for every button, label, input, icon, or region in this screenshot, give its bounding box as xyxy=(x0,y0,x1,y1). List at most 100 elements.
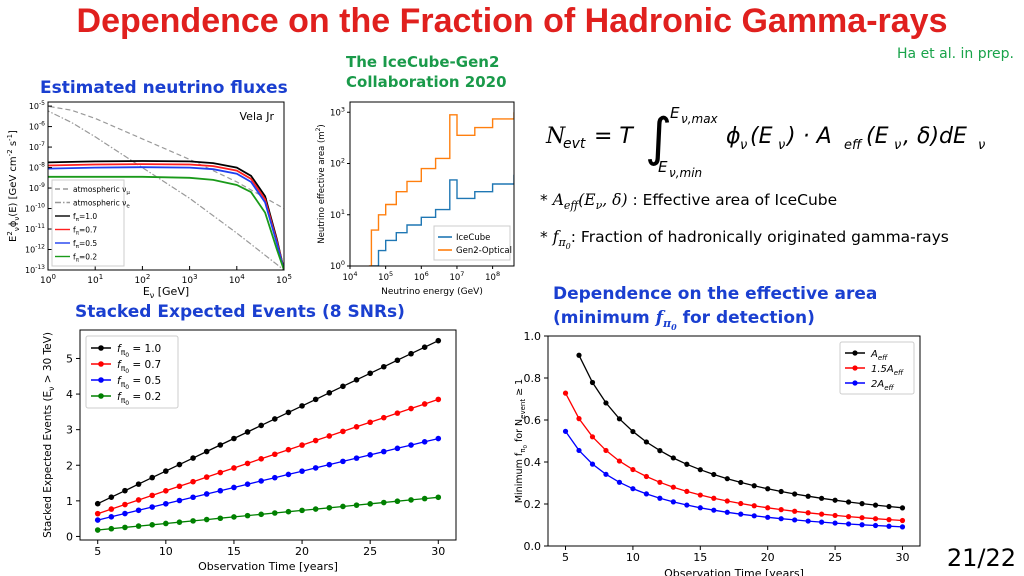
x-tick-label: 10 xyxy=(626,551,640,564)
area-heading-line-2: (minimum fπ0 for detection) xyxy=(553,308,815,333)
data-point xyxy=(122,510,128,517)
x-tick-label: 20 xyxy=(761,551,775,564)
legend-label: atmospheric νμ xyxy=(73,185,130,196)
eq-phi-sub: ν xyxy=(740,138,747,153)
chart-title: Vela Jr xyxy=(240,110,275,123)
x-tick-label: 103 xyxy=(182,273,198,286)
data-point xyxy=(684,502,690,508)
data-point xyxy=(765,514,771,520)
data-point xyxy=(859,501,865,507)
eq-arg2-sub: ν xyxy=(894,138,901,153)
data-point xyxy=(367,501,373,507)
data-point xyxy=(163,500,169,507)
data-point xyxy=(886,523,892,529)
collaboration-label: The IceCube-Gen2 Collaboration 2020 xyxy=(346,52,507,92)
lower-limit: E xyxy=(658,158,668,176)
eq-arg2-close: , δ)dE xyxy=(903,124,967,149)
data-point xyxy=(285,508,292,515)
data-point xyxy=(724,476,730,482)
data-point xyxy=(899,524,906,530)
legend-marker xyxy=(98,361,104,367)
collab-line-1: The IceCube-Gen2 xyxy=(346,53,500,71)
min-f-series-line xyxy=(564,430,903,528)
data-point xyxy=(562,390,569,396)
data-point xyxy=(738,479,744,486)
data-point xyxy=(724,498,730,504)
data-point xyxy=(190,455,196,461)
data-point xyxy=(353,377,360,383)
data-point xyxy=(421,439,428,445)
data-point xyxy=(421,401,428,407)
legend-label: fπ0 = 0.2 xyxy=(117,391,161,407)
credit-text: Ha et al. in prep. xyxy=(897,46,1014,62)
data-point xyxy=(244,429,251,435)
events-series-line xyxy=(97,496,439,531)
data-point xyxy=(380,363,387,370)
area-series-line xyxy=(370,174,514,266)
eq-arg1: (E xyxy=(750,124,773,149)
data-point xyxy=(217,469,224,476)
x-tick-label: 102 xyxy=(134,273,150,286)
data-point xyxy=(751,483,757,489)
data-point xyxy=(285,409,292,416)
data-point xyxy=(217,442,224,448)
flux-series-line xyxy=(48,175,284,270)
data-point xyxy=(340,458,346,465)
y-tick-label: 10-13 xyxy=(25,264,45,275)
data-point xyxy=(258,456,264,462)
data-point xyxy=(108,525,115,532)
data-point xyxy=(792,517,798,523)
data-point xyxy=(312,465,319,471)
data-point xyxy=(899,517,906,524)
data-point xyxy=(670,499,676,505)
data-point xyxy=(312,396,319,403)
plot-frame xyxy=(47,101,285,271)
data-point xyxy=(367,452,373,458)
data-point xyxy=(657,448,663,454)
y-tick-label: 10-11 xyxy=(25,223,45,234)
data-point xyxy=(819,511,825,517)
x-axis-label: Observation Time [years] xyxy=(198,560,338,573)
lower-limit-sub: ν,min xyxy=(669,166,702,180)
data-point xyxy=(353,502,360,508)
collab-line-2: Collaboration 2020 xyxy=(346,73,507,91)
y-tick-label: 0.2 xyxy=(524,498,542,511)
data-point xyxy=(832,520,838,526)
data-point xyxy=(380,499,387,506)
legend-label: fπ=0.7 xyxy=(73,226,97,237)
x-tick-label: 105 xyxy=(378,270,393,283)
data-point xyxy=(285,471,292,478)
plot-frame xyxy=(79,329,457,541)
data-point xyxy=(326,504,333,511)
legend-label: fπ0 = 0.7 xyxy=(117,359,161,375)
data-point xyxy=(643,439,649,445)
flux-series-line xyxy=(48,105,284,210)
data-point xyxy=(367,419,373,426)
data-point xyxy=(765,486,771,492)
y-axis-label: E2νϕν(E) [GeV cm-2 s-1] xyxy=(6,130,21,242)
legend-label: atmospheric νe xyxy=(73,199,130,210)
effective-area-heading: Dependence on the effective area (minimu… xyxy=(553,282,877,340)
data-point xyxy=(122,487,128,494)
data-point xyxy=(340,383,346,390)
x-axis-label: Neutrino energy (GeV) xyxy=(381,287,483,297)
data-point xyxy=(832,497,838,503)
legend-marker xyxy=(852,380,858,386)
data-point xyxy=(778,488,784,495)
data-point xyxy=(380,414,387,421)
eq-equals-T: = T xyxy=(594,124,634,149)
y-tick-label: 100 xyxy=(330,259,345,272)
data-point xyxy=(643,491,649,497)
y-tick-label: 10-5 xyxy=(29,100,45,111)
plot-frame xyxy=(547,335,921,547)
data-point xyxy=(589,461,596,467)
note-f-pi0: * fπ0: Fraction of hadronically originat… xyxy=(540,228,949,252)
legend-marker xyxy=(98,377,104,383)
data-point xyxy=(589,379,596,386)
data-point xyxy=(231,484,237,491)
data-point xyxy=(630,428,636,435)
data-point xyxy=(149,474,156,481)
data-point xyxy=(819,519,825,525)
data-point xyxy=(792,491,798,497)
y-tick-label: 1.0 xyxy=(524,330,542,343)
